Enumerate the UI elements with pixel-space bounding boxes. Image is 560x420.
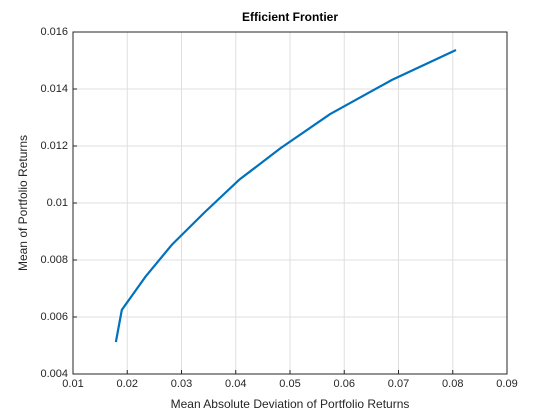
x-tick-label: 0.02 [117,378,138,390]
y-tick-label: 0.014 [40,83,68,95]
x-tick-label: 0.04 [225,378,246,390]
y-tick-label: 0.008 [40,254,68,266]
y-tick-label: 0.01 [47,197,68,209]
x-tick-label: 0.01 [62,378,83,390]
y-tick-label: 0.006 [40,311,68,323]
x-tick-label: 0.05 [279,378,300,390]
x-tick-label: 0.09 [496,378,517,390]
x-tick-label: 0.03 [171,378,192,390]
x-tick-label: 0.08 [442,378,463,390]
chart-title: Efficient Frontier [242,10,338,24]
x-axis-label: Mean Absolute Deviation of Portfolio Ret… [171,397,410,411]
marks [114,48,457,343]
x-tick-label: 0.06 [334,378,355,390]
y-tick-label: 0.012 [40,140,68,152]
y-tick-label: 0.016 [40,26,68,38]
x-tick-label: 0.07 [388,378,409,390]
y-tick-label: 0.004 [40,368,68,380]
series-line [114,48,457,343]
y-axis-label: Mean of Portfolio Returns [16,135,30,271]
